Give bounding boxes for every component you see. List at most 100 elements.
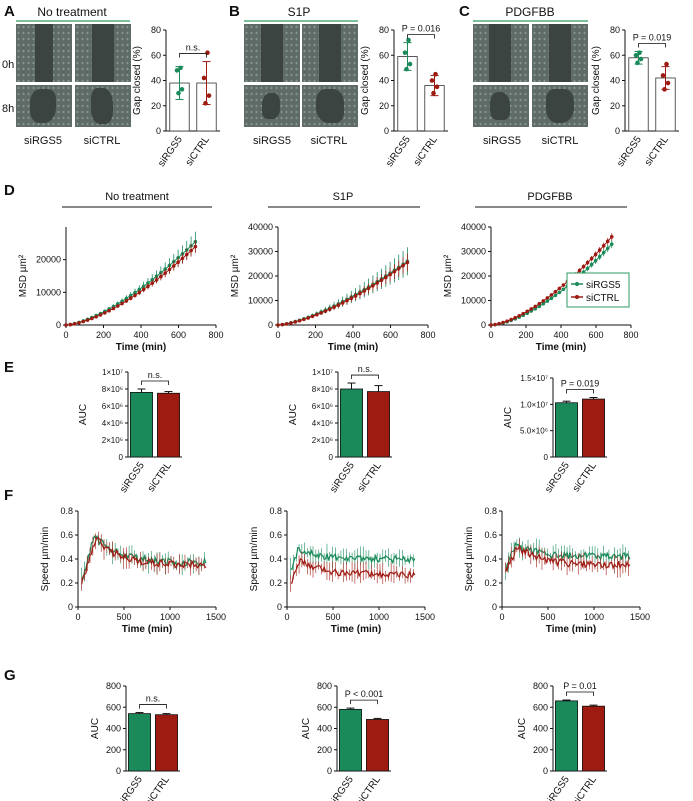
A_gap-point-sirgs5	[174, 68, 180, 73]
E_auc_no-ylabel: AUC	[78, 404, 89, 425]
F_speed_no-xtick-label: 1000	[160, 612, 180, 622]
panel-letter-g: G	[4, 667, 16, 684]
F_speed_no-ytick-label: 0.4	[60, 554, 73, 564]
D_msd_s1p-series-sictrl	[277, 262, 408, 326]
E_auc_pdgfbb-ytick-label: 1.0×10⁷	[520, 400, 548, 409]
D_msd_pdgfbb-ytick-label: 30000	[461, 247, 486, 257]
D_msd_no-title: No treatment	[105, 191, 169, 203]
E_auc_pdgfbb-bar-sictrl	[582, 398, 605, 458]
A_gap-significance-label: n.s.	[186, 43, 201, 53]
E_auc_pdgfbb-ytick-label: 5.0×10⁶	[520, 427, 548, 436]
G_auc_s1p-bar-sictrl	[366, 719, 389, 772]
D_msd_pdgfbb-legend-marker-sictrl	[575, 295, 579, 299]
panel-letter-b: B	[229, 3, 240, 20]
A_gap-point-sirgs5	[179, 87, 185, 92]
D_msd_s1p-ytick-label: 30000	[248, 247, 273, 257]
G_auc_s1p-xtick-label-sirgs5: siRGS5	[327, 774, 356, 801]
A_gap-point-sictrl	[205, 50, 210, 56]
micrograph-b-sirgs5-0h	[244, 24, 300, 82]
G_auc_no-ytick-label: 800	[106, 681, 121, 691]
F_speed_no-series-sictrl	[81, 536, 207, 585]
F_speed_s1p-ytick-label: 0.4	[269, 554, 282, 564]
D_msd_pdgfbb-series-sictrl	[490, 236, 613, 326]
D_msd_pdgfbb-xlabel: Time (min)	[536, 342, 586, 353]
A_gap-ytick-label: 0	[156, 126, 161, 136]
D_msd_pdgfbb-ytick-label: 0	[481, 320, 486, 330]
F_speed_no-ylabel: Speed µm/min	[40, 527, 51, 592]
D_msd_s1p-ytick-label: 20000	[248, 271, 273, 281]
F_speed_pdgfbb-series-sictrl	[505, 543, 631, 573]
G_auc_pdgfbb-significance-bracket	[566, 691, 594, 697]
B_gap-ytick-label: 60	[379, 50, 389, 60]
D_msd_s1p-xlabel: Time (min)	[328, 342, 378, 353]
E_auc_s1p-ytick-label: 2×10⁶	[312, 436, 333, 445]
C_gap-xtick-label-sirgs5: siRGS5	[615, 134, 644, 169]
F_speed_s1p-ylabel: Speed µm/min	[249, 527, 260, 592]
F_speed_pdgfbb-series-sirgs5	[505, 541, 631, 572]
D_msd_s1p-xtick-label: 600	[383, 330, 398, 340]
micrograph-c-sictrl-8h	[532, 85, 588, 127]
E_auc_s1p-bar-sirgs5	[340, 388, 363, 458]
F_speed_no-ytick-label: 0.6	[60, 530, 73, 540]
D_msd_pdgfbb-xtick-label: 0	[488, 330, 493, 340]
A_gap-point-sictrl	[203, 100, 208, 106]
F_speed_pdgfbb-ytick-label: 0.8	[484, 506, 497, 516]
panel-letter-a: A	[4, 3, 15, 20]
D_msd_pdgfbb-ytick-label: 40000	[461, 222, 486, 232]
G_auc_no-ytick-label: 400	[106, 724, 121, 734]
G_auc_pdgfbb-bar-sirgs5	[555, 700, 578, 772]
micrograph-c-sirgs5-0h	[473, 24, 529, 82]
B_gap-ytick-label: 80	[379, 25, 389, 35]
A_gap-xtick-label-sirgs5: siRGS5	[156, 134, 185, 169]
micro-col-label-c-sirgs5: siRGS5	[483, 135, 521, 147]
E_auc_s1p-ytick-label: 6×10⁶	[312, 402, 333, 411]
D_msd_pdgfbb-xtick-label: 200	[518, 330, 533, 340]
D_msd_pdgfbb-legend-box	[566, 272, 630, 308]
chart-F_speed_s1p: 0 0.2 0.4 0.6 0.8 Speed µm/min 0 500 1000 1500 Tim…	[249, 506, 435, 635]
C_gap-point-sictrl	[664, 61, 669, 67]
micro-col-label-b-sirgs5: siRGS5	[253, 135, 291, 147]
B_gap-point-sirgs5	[406, 37, 411, 43]
C_gap-ytick-label: 20	[610, 101, 620, 111]
B_gap-point-sictrl	[429, 78, 435, 83]
F_speed_pdgfbb-ytick-label: 0.2	[484, 578, 497, 588]
G_auc_s1p-significance-label: P < 0.001	[345, 689, 384, 699]
B_gap-point-sirgs5	[404, 66, 409, 72]
micrograph-a-sictrl-0h	[75, 24, 131, 82]
E_auc_no-ytick-label: 6×10⁶	[102, 402, 123, 411]
F_speed_s1p-ytick-label: 0	[277, 602, 282, 612]
C_gap-point-sictrl	[660, 73, 666, 78]
F_speed_s1p-xtick-label: 500	[325, 612, 340, 622]
D_msd_pdgfbb-xtick-label: 400	[553, 330, 568, 340]
F_speed_s1p-series-sirgs5	[290, 546, 416, 571]
B_gap-point-sictrl	[434, 84, 440, 90]
D_msd_pdgfbb-legend-marker-sirgs5	[575, 282, 579, 286]
B_gap-xtick-label-sirgs5: siRGS5	[384, 134, 413, 169]
D_msd_no-xtick-label: 0	[63, 330, 68, 340]
D_msd_no-series-sictrl	[65, 246, 196, 326]
E_auc_no-significance-bracket	[141, 380, 169, 385]
D_msd_no-xtick-label: 200	[96, 330, 111, 340]
E_auc_s1p-ylabel: AUC	[288, 404, 299, 425]
chart-F_speed_pdgfbb: 0 0.2 0.4 0.6 0.8 Speed µm/min 0 500 1000 1500 Tim…	[464, 506, 650, 635]
G_auc_no-xtick-label-sictrl: siCTRL	[144, 774, 172, 801]
G_auc_no-significance-label: n.s.	[146, 694, 161, 704]
panel-letter-e: E	[4, 359, 14, 376]
D_msd_s1p-xtick-label: 200	[308, 330, 323, 340]
G_auc_no-bar-sirgs5	[128, 713, 151, 772]
B_gap-ytick-label: 40	[379, 76, 389, 86]
G_auc_pdgfbb-ytick-label: 200	[533, 745, 548, 755]
micrograph-b-sirgs5-8h	[244, 85, 300, 127]
D_msd_s1p-xtick-label: 400	[345, 330, 360, 340]
F_speed_s1p-ytick-label: 0.6	[269, 530, 282, 540]
G_auc_s1p-bar-sirgs5	[339, 708, 362, 772]
F_speed_no-xlabel: Time (min)	[122, 624, 172, 635]
D_msd_s1p-ytick-label: 40000	[248, 222, 273, 232]
G_auc_pdgfbb-ytick-label: 800	[533, 681, 548, 691]
F_speed_pdgfbb-xtick-label: 1000	[584, 612, 604, 622]
A_gap-point-sirgs5	[176, 90, 181, 96]
